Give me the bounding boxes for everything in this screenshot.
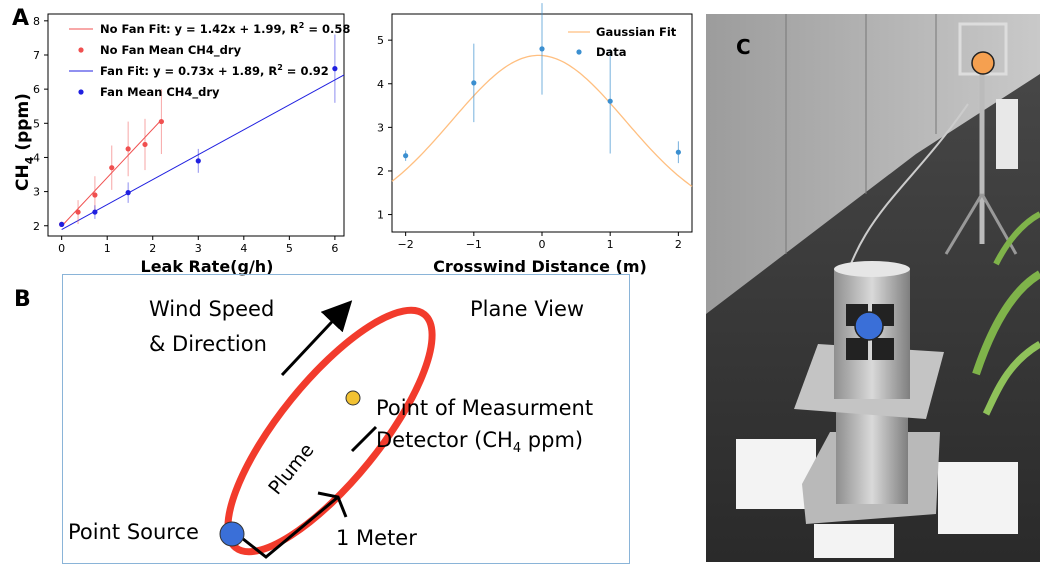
distance-bracket [237,491,348,559]
leak-rate-ytick-label: 4 [33,151,40,164]
crosswind-ytick-label: 4 [377,78,384,91]
photo-cylinder-top [834,261,910,277]
leak-rate-legend-dot [78,47,84,53]
crosswind-point [607,98,613,104]
plume-diagram-frame [62,274,630,564]
wind-arrow [280,300,353,377]
leak-rate-legend: No Fan Fit: y = 1.42x + 1.99, R2 = 0.58 N… [69,21,350,100]
leak-rate-ytick-label: 8 [33,15,40,28]
crosswind-xtick-label: −1 [466,238,482,251]
crosswind-legend-dot [576,49,582,55]
leak-rate-ytick-label: 6 [33,83,40,96]
leak-rate-xtick-label: 6 [331,242,338,255]
fan-point [59,221,65,227]
crosswind-legend-label: Gaussian Fit [596,25,677,39]
leak-rate-plot-frame [47,13,345,237]
leak-rate-axes: 0 1 2 3 4 5 6 2 3 4 5 6 7 8 [33,13,345,255]
leak-rate-xtick-label: 1 [104,242,111,255]
photo-wall [706,14,1040,314]
leak-rate-legend-label: No Fan Fit: y = 1.42x + 1.99, R2 = 0.58 [100,21,350,36]
fan-point [332,66,338,72]
crosswind-legend: Gaussian Fit Data [568,25,677,59]
crosswind-point [403,153,409,159]
crosswind-ytick-label: 3 [377,121,384,134]
no-fan-point [92,192,98,198]
plume-ellipse [224,306,436,556]
crosswind-point [675,149,681,155]
leak-rate-xtick-label: 3 [195,242,202,255]
leak-rate-xlabel: Leak Rate(g/h) [141,257,274,276]
leak-rate-ytick-label: 3 [33,186,40,199]
crosswind-ytick-label: 1 [377,209,384,222]
leak-rate-ytick-label: 5 [33,117,40,130]
photo-lower-cylinder [836,409,908,504]
photo-tripod-leg-1 [944,193,984,255]
crosswind-xtick-label: 0 [539,238,546,251]
leak-rate-ytick-label: 2 [33,220,40,233]
fan-point [125,190,131,196]
measure-label: Point of Measurment [376,396,593,420]
leak-rate-legend-label: Fan Mean CH4_dry [100,85,220,100]
crosswind-ytick-label: 2 [377,165,384,178]
photo-plant-2 [982,340,1040,416]
leak-rate-chart: 0 1 2 3 4 5 6 2 3 4 5 6 7 8 No Fan Fit: y = 1.42x + 1… [13,13,350,276]
crosswind-ytick-label: 5 [377,34,384,47]
wind-label-line2: & Direction [149,332,267,356]
field-photo: C [706,14,1040,562]
photo-marker-board-3 [814,524,894,558]
fan-point [92,209,98,215]
view-label: Plane View [470,297,584,321]
panel-letter-c-text: C [736,35,751,59]
photo-sensor-box [996,99,1018,169]
measure-leader [350,425,378,453]
source-label: Point Source [68,520,199,544]
leak-rate-legend-label: No Fan Mean CH4_dry [100,43,242,58]
leak-rate-xtick-label: 5 [286,242,293,255]
plume-diagram: Wind Speed & Direction Plane View Plume … [68,297,593,559]
crosswind-xtick-label: −2 [398,238,414,251]
leak-rate-ytick-label: 7 [33,49,40,62]
distance-label: 1 Meter [336,526,417,550]
panel-letter-a: A [12,6,30,31]
no-fan-point [125,146,131,152]
no-fan-point [142,141,148,148]
leak-rate-ylabel: CH4 (ppm) [13,93,36,191]
crosswind-point [471,80,477,86]
wind-label-line1: Wind Speed [149,297,274,321]
plume-label: Plume [264,439,318,499]
leak-rate-xtick-label: 0 [58,242,65,255]
leak-rate-xtick-label: 2 [149,242,156,255]
photo-fan-marker [854,311,884,341]
leak-rate-marks [59,34,345,230]
detector-point [345,390,361,406]
no-fan-point [109,165,115,171]
point-source [219,521,245,547]
photo-cylinder-tag-4 [872,338,894,360]
photo-plant-3 [993,211,1040,266]
photo-marker-board-1 [736,439,816,509]
crosswind-marks [391,3,693,187]
detector-label: Detector (CH4 ppm) [376,428,583,456]
photo-detector-marker [971,51,995,75]
fan-point [195,158,201,164]
panel-letter-b: B [14,287,31,312]
leak-rate-legend-label: Fan Fit: y = 0.73x + 1.89, R2 = 0.92 [100,63,329,78]
crosswind-axes: −2 −1 0 1 2 1 2 3 4 5 [377,13,693,251]
no-fan-point [158,118,164,125]
crosswind-xtick-label: 1 [607,238,614,251]
leak-rate-xtick-label: 4 [240,242,247,255]
crosswind-chart: −2 −1 0 1 2 1 2 3 4 5 Gaussian Fit Data Crosswind … [377,3,693,276]
crosswind-xlabel: Crosswind Distance (m) [433,257,647,276]
photo-plant-1 [972,270,1040,376]
crosswind-xtick-label: 2 [675,238,682,251]
crosswind-legend-label: Data [596,45,627,59]
photo-marker-board-2 [938,462,1018,534]
no-fan-point [75,209,81,215]
crosswind-point [539,46,545,52]
leak-rate-legend-dot [78,89,84,95]
fan-fit-line [61,74,345,230]
photo-cylinder-tag-3 [846,338,868,360]
